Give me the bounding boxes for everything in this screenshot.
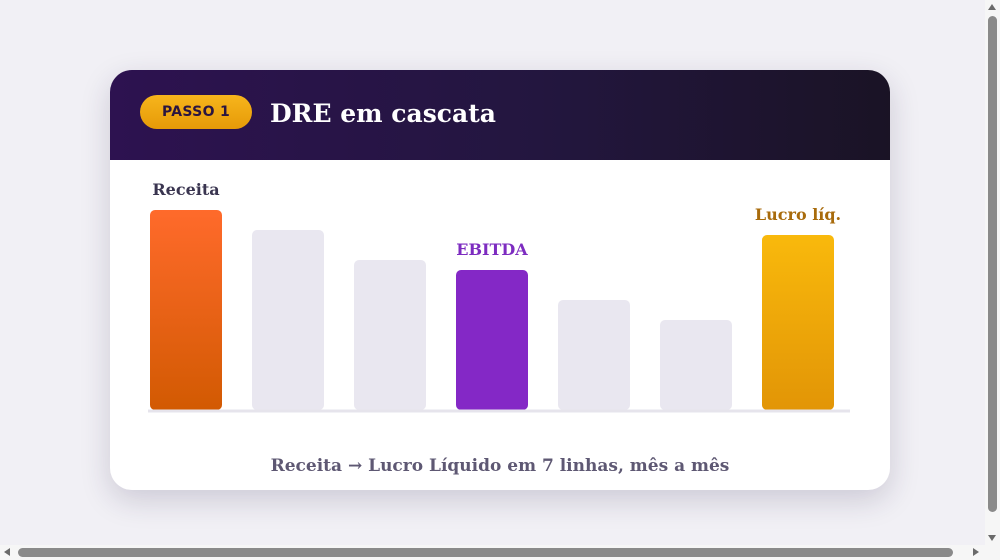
step-badge: PASSO 1 [140,95,252,129]
waterfall-card: PASSO 1 DRE em cascata Receita EBITDA Lucr… [110,70,890,490]
card-header: PASSO 1 DRE em cascata [110,70,890,160]
bar-lucro-liquido [762,235,834,410]
horizontal-scrollbar[interactable] [0,545,985,560]
bar-6 [660,320,732,410]
card-title: DRE em cascata [270,99,496,128]
bar-5 [558,300,630,410]
bar-label-ebitda: EBITDA [456,240,528,259]
bar-receita [150,210,222,410]
bar-3 [354,260,426,410]
chart-caption: Receita → Lucro Líquido em 7 linhas, mês… [270,456,730,476]
waterfall-chart: Receita EBITDA Lucro líq. [148,180,850,413]
chart-area: Receita EBITDA Lucro líq. Receita → Lucro … [110,160,890,490]
bar-2 [252,230,324,410]
bar-label-lucro-liquido: Lucro líq. [755,205,841,224]
vertical-scrollbar[interactable] [985,0,1000,545]
scroll-down-icon[interactable] [988,535,996,541]
bar-label-receita: Receita [152,180,219,199]
bar-ebitda [456,270,528,410]
scroll-left-icon[interactable] [4,548,10,556]
horizontal-scroll-thumb[interactable] [18,548,953,557]
scrollbar-corner [985,545,1000,560]
vertical-scroll-thumb[interactable] [988,16,997,512]
scroll-up-icon[interactable] [988,4,996,10]
scroll-right-icon[interactable] [973,548,979,556]
